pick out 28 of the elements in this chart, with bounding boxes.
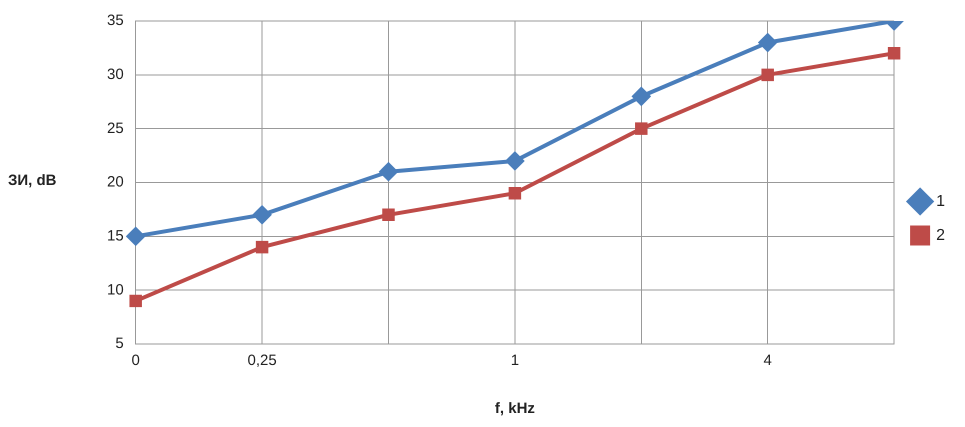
x-tick-label: 1 <box>510 352 520 370</box>
point <box>758 34 777 52</box>
point <box>126 227 145 246</box>
point <box>632 87 650 106</box>
legend-label: 2 <box>936 226 946 244</box>
point <box>382 208 395 222</box>
y-tick-label: 20 <box>106 174 124 191</box>
x-tick-label: 4 <box>764 352 772 370</box>
y-tick-label: 5 <box>115 335 124 352</box>
point <box>508 187 522 200</box>
point <box>253 206 272 224</box>
y-tick-label: 15 <box>106 227 124 244</box>
point <box>635 122 648 135</box>
x-tick-label: 0 <box>132 352 140 370</box>
y-axis-title: ЗИ, dB <box>8 172 57 189</box>
point <box>129 294 142 308</box>
legend-label: 1 <box>936 192 946 210</box>
point <box>761 68 774 82</box>
y-tick-label: 25 <box>106 120 124 137</box>
point <box>506 152 524 170</box>
y-tick-label: 35 <box>106 12 124 30</box>
point <box>256 240 268 254</box>
y-tick-label: 10 <box>106 281 124 298</box>
point <box>379 162 398 181</box>
point <box>888 47 900 60</box>
y-tick-label: 30 <box>106 66 124 83</box>
x-axis-title: f, kHz <box>494 400 535 418</box>
x-tick-label: 0,25 <box>247 352 277 370</box>
